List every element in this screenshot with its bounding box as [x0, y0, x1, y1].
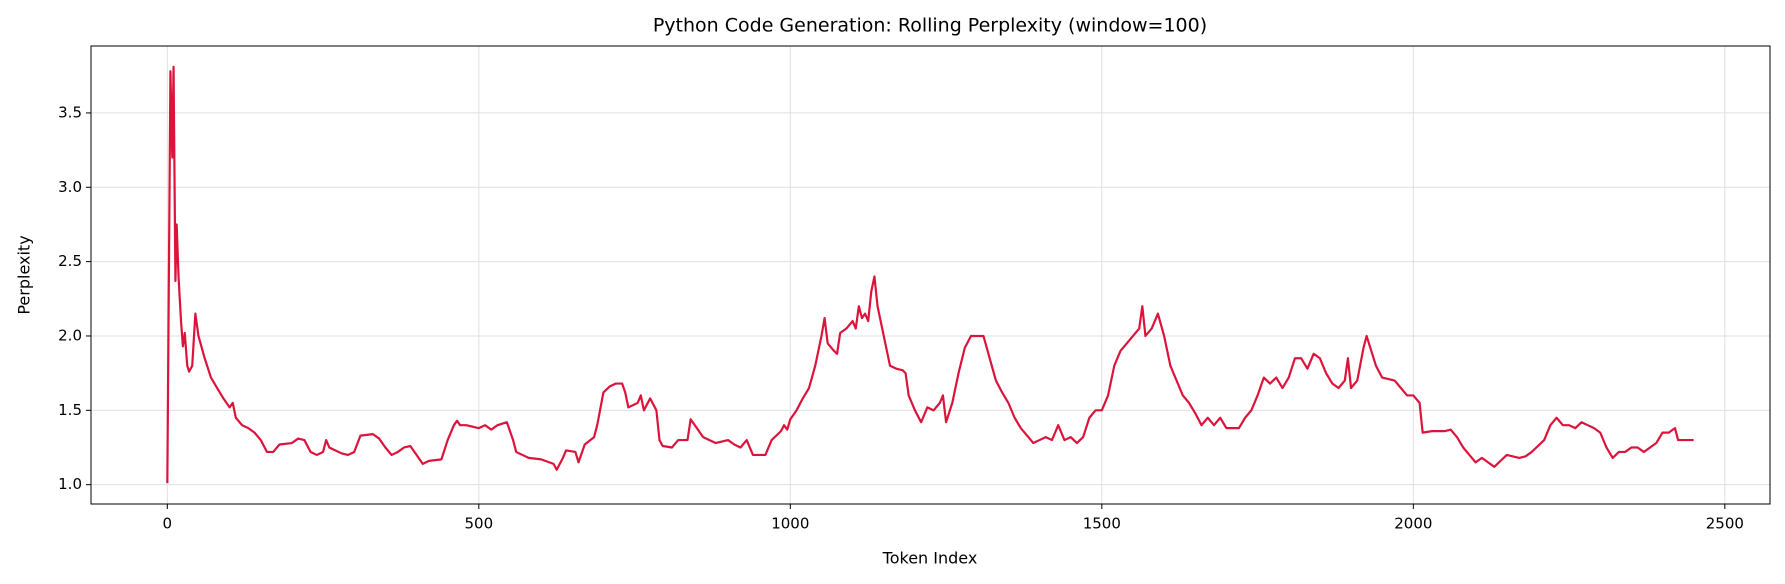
y-axis-label: Perplexity [15, 235, 34, 314]
x-tick-label: 1000 [771, 515, 809, 533]
y-tick-label: 1.0 [58, 475, 82, 493]
y-tick-label: 2.0 [58, 326, 82, 344]
x-tick-label: 500 [465, 515, 494, 533]
x-tick-label: 2000 [1394, 515, 1432, 533]
y-tick-label: 3.5 [58, 103, 82, 121]
x-tick-label: 0 [163, 515, 173, 533]
y-tick-label: 1.5 [58, 401, 82, 419]
x-tick-label: 1500 [1083, 515, 1121, 533]
x-axis-label: Token Index [882, 549, 978, 568]
line-series [166, 65, 1694, 484]
y-tick-label: 3.0 [58, 178, 82, 196]
chart-title: Python Code Generation: Rolling Perplexi… [653, 15, 1207, 37]
x-tick-label: 2500 [1706, 515, 1744, 533]
y-tick-label: 2.5 [58, 252, 82, 270]
plot-frame [90, 45, 1771, 505]
